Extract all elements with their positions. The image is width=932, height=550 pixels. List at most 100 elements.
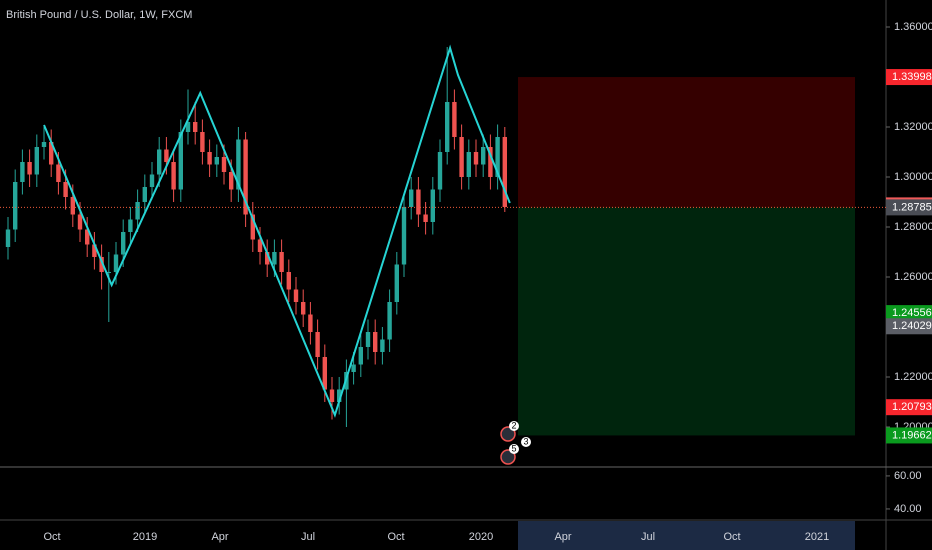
- candle-body: [358, 347, 363, 365]
- candle-body: [452, 102, 457, 137]
- price-badge: [886, 399, 932, 416]
- candle-body: [257, 239, 263, 252]
- event-count: 5: [511, 443, 516, 453]
- candle-body: [63, 182, 68, 197]
- x-tick-label: Apr: [211, 531, 228, 543]
- y-tick-label: 1.28000: [894, 221, 932, 233]
- candle-body: [416, 189, 421, 215]
- candle-body: [236, 139, 241, 190]
- candle-body: [329, 389, 335, 402]
- candle-body: [301, 302, 306, 315]
- candle-body: [13, 182, 18, 230]
- candle-body: [214, 157, 219, 165]
- price-badge: [886, 199, 932, 216]
- lower-y-tick-label: 40.00: [894, 503, 922, 515]
- candle-body: [135, 202, 140, 220]
- candle-body: [128, 219, 133, 232]
- candle-body: [502, 137, 507, 207]
- candle-body: [85, 229, 90, 245]
- event-count-bg: [509, 421, 519, 431]
- candle-body: [430, 189, 435, 222]
- candle-body: [178, 132, 183, 190]
- candle-body: [27, 162, 32, 175]
- candle-body: [200, 132, 205, 152]
- candle-body: [164, 149, 169, 162]
- candle-body: [41, 142, 47, 147]
- candle-body: [337, 389, 342, 402]
- candle-body: [466, 152, 471, 177]
- price-badge-label: 1.19662: [892, 429, 932, 441]
- y-tick-label: 1.30000: [894, 171, 932, 183]
- price-badge-label: 1.28785: [892, 201, 932, 213]
- candle-body: [99, 257, 104, 272]
- candle-body: [315, 332, 320, 357]
- x-tick-label: Oct: [723, 531, 740, 543]
- candle-body: [34, 147, 39, 175]
- candle-body: [142, 187, 147, 202]
- price-badge: [886, 318, 932, 335]
- candle-body: [387, 302, 392, 340]
- candle-body: [229, 172, 234, 190]
- candle-body: [193, 122, 198, 132]
- candle-body: [481, 147, 486, 165]
- time-range-highlight: [518, 521, 855, 550]
- price-badge-label: 1.20793: [892, 401, 932, 413]
- candle-body: [20, 162, 25, 182]
- candle-body: [279, 252, 284, 272]
- event-count-bg: [521, 437, 531, 447]
- candle-body: [265, 252, 270, 265]
- target-zone: [518, 207, 855, 436]
- price-badge-label: 1.33998: [892, 71, 932, 83]
- candle-body: [394, 264, 399, 302]
- lower-y-tick-label: 60.00: [894, 470, 922, 482]
- candle-body: [56, 164, 61, 182]
- candle-body: [149, 174, 155, 187]
- candle-body: [113, 254, 119, 272]
- event-count: 2: [511, 420, 516, 430]
- price-badge-label: 1.24029: [892, 320, 932, 332]
- candle-body: [351, 364, 356, 372]
- x-tick-label: 2019: [133, 531, 157, 543]
- candle-body: [77, 214, 83, 230]
- candle-body: [473, 152, 479, 165]
- x-tick-label: 2021: [805, 531, 829, 543]
- y-tick-label: 1.22000: [894, 371, 932, 383]
- event-count: 3: [523, 436, 528, 446]
- candle-body: [185, 122, 191, 132]
- candle-body: [70, 197, 75, 215]
- candle-body: [423, 214, 428, 222]
- candle-body: [293, 289, 299, 302]
- candle-body: [322, 357, 327, 390]
- candle-body: [495, 137, 500, 177]
- candle-body: [272, 252, 277, 265]
- candle-body: [488, 147, 493, 177]
- price-badge: [886, 305, 932, 322]
- zigzag-line: [43, 44, 511, 418]
- candle-body: [171, 162, 176, 190]
- price-badge: [886, 69, 932, 86]
- candle-body: [401, 207, 407, 265]
- candle-body: [121, 232, 126, 255]
- event-count-bg: [509, 444, 519, 454]
- x-tick-label: 2020: [469, 531, 493, 543]
- candle-body: [365, 332, 371, 347]
- candle-body: [250, 214, 255, 240]
- price-badge: [886, 427, 932, 444]
- price-badge-label: 1.24556: [892, 307, 932, 319]
- event-icon: [500, 449, 516, 465]
- stop-zone: [518, 77, 855, 208]
- candle-body: [308, 314, 313, 332]
- x-tick-label: Oct: [387, 531, 404, 543]
- x-tick-label: Apr: [554, 531, 571, 543]
- candle-body: [207, 152, 212, 165]
- candle-body: [5, 229, 11, 247]
- x-tick-label: Jul: [301, 531, 315, 543]
- chart-title: British Pound / U.S. Dollar, 1W, FXCM: [6, 9, 192, 21]
- candle-body: [243, 139, 248, 215]
- candle-body: [459, 137, 464, 177]
- y-tick-label: 1.26000: [894, 271, 932, 283]
- candle-body: [221, 157, 227, 172]
- candle-body: [409, 189, 414, 207]
- candle-body: [286, 272, 291, 290]
